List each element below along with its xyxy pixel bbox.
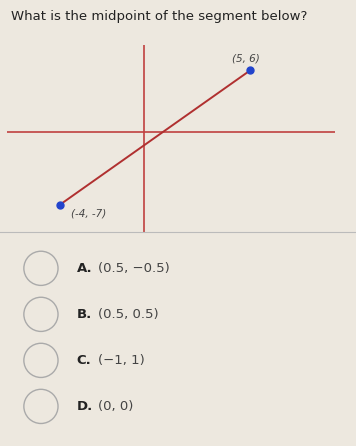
Text: C.: C.	[77, 354, 91, 367]
Text: (5, 6): (5, 6)	[232, 53, 260, 63]
Text: B.: B.	[77, 308, 92, 321]
Text: What is the midpoint of the segment below?: What is the midpoint of the segment belo…	[11, 10, 307, 23]
Text: (0.5, −0.5): (0.5, −0.5)	[98, 262, 170, 275]
Text: (0, 0): (0, 0)	[98, 400, 133, 413]
Text: A.: A.	[77, 262, 92, 275]
Text: (0.5, 0.5): (0.5, 0.5)	[98, 308, 158, 321]
Text: D.: D.	[77, 400, 93, 413]
Text: (-4, -7): (-4, -7)	[70, 209, 106, 219]
Text: (−1, 1): (−1, 1)	[98, 354, 145, 367]
